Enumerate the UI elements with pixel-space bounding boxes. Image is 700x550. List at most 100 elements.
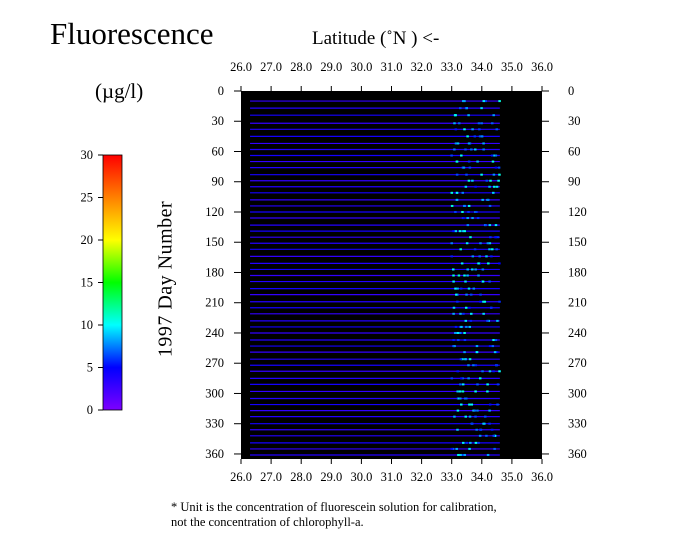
- y-tick-label-left: 270: [205, 356, 224, 370]
- fluorescence-speckle: [477, 122, 481, 125]
- y-tick-label-right: 90: [568, 175, 581, 189]
- fluorescence-speckle: [494, 236, 497, 239]
- fluorescence-speckle: [452, 345, 455, 348]
- fluorescence-speckle: [450, 255, 453, 258]
- fluorescence-speckle: [491, 122, 494, 125]
- fluorescence-speckle: [468, 306, 471, 309]
- fluorescence-speckle: [456, 142, 460, 145]
- fluorescence-speckle: [480, 173, 483, 176]
- fluorescence-speckle: [482, 100, 485, 103]
- fluorescence-speckle: [493, 351, 497, 354]
- fluorescence-speckle: [458, 390, 462, 393]
- fluorescence-speckle: [460, 325, 463, 328]
- fluorescence-speckle: [486, 319, 489, 322]
- fluorescence-speckle: [488, 422, 491, 425]
- y-tick-label-right: 210: [568, 296, 587, 310]
- fluorescence-speckle: [494, 154, 498, 157]
- fluorescence-speckle: [464, 306, 468, 309]
- fluorescence-speckle: [469, 441, 472, 444]
- fluorescence-speckle: [465, 441, 468, 444]
- fluorescence-speckle: [484, 415, 487, 418]
- fluorescence-speckle: [483, 300, 487, 303]
- fluorescence-speckle: [468, 415, 472, 418]
- fluorescence-speckle: [491, 160, 495, 163]
- fluorescence-speckle: [455, 198, 459, 201]
- x-tick-label-top: 32.0: [411, 60, 433, 74]
- fluorescence-speckle: [454, 128, 458, 131]
- x-tick-label-bottom: 36.0: [531, 470, 553, 484]
- fluorescence-speckle: [489, 236, 492, 239]
- fluorescence-speckle: [492, 434, 496, 437]
- x-tick-label-bottom: 30.0: [350, 470, 372, 484]
- fluorescence-speckle: [464, 280, 467, 283]
- fluorescence-speckle: [466, 274, 469, 277]
- fluorescence-speckle: [488, 403, 492, 406]
- fluorescence-speckle: [464, 185, 468, 188]
- y-tick-label-right: 150: [568, 235, 587, 249]
- fluorescence-speckle: [488, 185, 491, 188]
- fluorescence-speckle: [461, 210, 464, 213]
- fluorescence-speckle: [459, 397, 462, 400]
- fluorescence-speckle: [482, 422, 485, 425]
- fluorescence-speckle: [495, 351, 499, 354]
- fluorescence-speckle: [482, 312, 485, 315]
- fluorescence-speckle: [475, 428, 478, 431]
- fluorescence-speckle: [494, 166, 498, 169]
- fluorescence-speckle: [481, 198, 484, 201]
- colorbar-gradient: [102, 154, 123, 411]
- fluorescence-speckle: [463, 339, 467, 342]
- fluorescence-speckle: [461, 230, 465, 233]
- fluorescence-speckle: [467, 114, 470, 117]
- fluorescence-speckle: [468, 166, 472, 169]
- y-tick-label-left: 60: [212, 144, 225, 158]
- fluorescence-speckle: [495, 128, 499, 131]
- fluorescence-speckle: [497, 166, 501, 169]
- y-tick-label-right: 270: [568, 356, 587, 370]
- x-tick-label-top: 36.0: [531, 60, 553, 74]
- fluorescence-speckle: [467, 287, 471, 290]
- fluorescence-speckle: [488, 280, 491, 283]
- fluorescence-speckle: [467, 179, 471, 182]
- y-tick-label-left: 0: [218, 84, 224, 98]
- x-tick-label-bottom: 28.0: [290, 470, 312, 484]
- fluorescence-speckle: [474, 148, 477, 151]
- fluorescence-speckle: [475, 345, 479, 348]
- fluorescence-speckle: [494, 224, 498, 227]
- fluorescence-speckle: [474, 364, 478, 367]
- fluorescence-speckle: [454, 142, 458, 145]
- y-tick-label-right: 300: [568, 386, 587, 400]
- fluorescence-speckle: [456, 331, 460, 334]
- fluorescence-speckle: [460, 154, 463, 157]
- fluorescence-speckle: [459, 377, 463, 380]
- fluorescence-speckle: [465, 107, 468, 110]
- fluorescence-speckle: [467, 160, 471, 163]
- fluorescence-speckle: [480, 107, 483, 110]
- x-tick-label-bottom: 34.0: [471, 470, 493, 484]
- fluorescence-speckle: [475, 210, 478, 213]
- fluorescence-speckle: [498, 100, 501, 103]
- fluorescence-speckle: [495, 185, 499, 188]
- fluorescence-speckle: [484, 100, 487, 103]
- fluorescence-speckle: [495, 364, 498, 367]
- fluorescence-speckle: [459, 287, 463, 290]
- fluorescence-speckle: [485, 255, 488, 258]
- fluorescence-speckle: [454, 287, 457, 290]
- y-tick-label-left: 150: [205, 235, 224, 249]
- fluorescence-speckle: [488, 224, 492, 227]
- axes: 26.0 26.0 27.0 27.0 28.0 28.0 29.0 29.0 30.0 30.0…: [205, 60, 587, 484]
- fluorescence-speckle: [498, 262, 501, 265]
- fluorescence-speckle: [461, 358, 464, 361]
- fluorescence-speckle: [465, 242, 469, 245]
- fluorescence-speckle: [464, 397, 467, 400]
- fluorescence-speckle: [498, 173, 501, 176]
- colorbar-tick-label: 25: [81, 191, 94, 205]
- fluorescence-speckle: [470, 312, 473, 315]
- fluorescence-speckle: [496, 383, 500, 386]
- y-tick-label-left: 30: [212, 114, 225, 128]
- fluorescence-speckle: [462, 312, 465, 315]
- y-tick-label-right: 240: [568, 326, 587, 340]
- fluorescence-speckle: [465, 325, 468, 328]
- fluorescence-speckle: [472, 364, 475, 367]
- fluorescence-speckle: [462, 217, 465, 220]
- fluorescence-speckle: [480, 135, 484, 138]
